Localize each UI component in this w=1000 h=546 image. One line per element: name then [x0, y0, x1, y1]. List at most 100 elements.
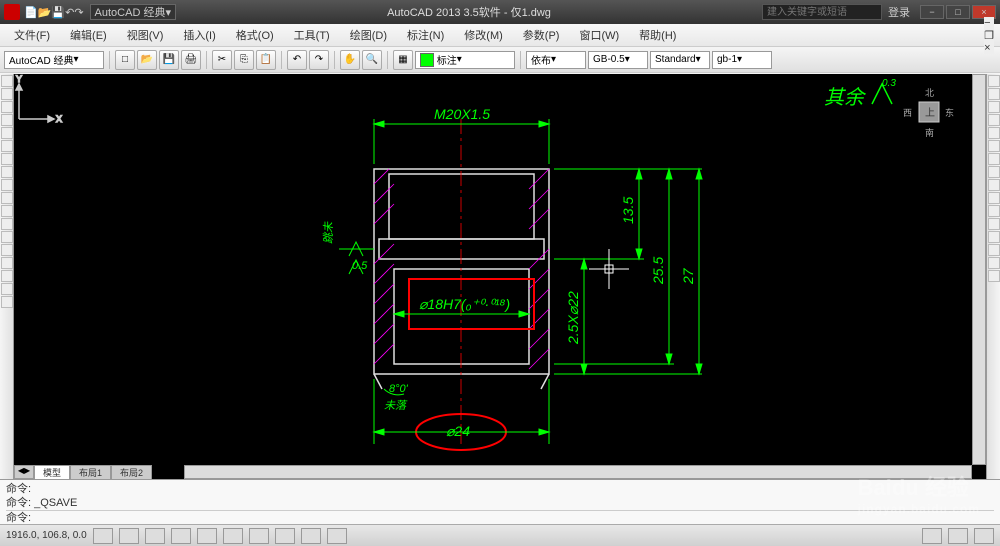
table-tool-icon[interactable] — [1, 244, 13, 256]
hatch-tool-icon[interactable] — [1, 179, 13, 191]
mdi-minimize-button[interactable]: − — [984, 17, 994, 29]
copy-icon[interactable]: ⎘ — [234, 50, 254, 70]
menu-format[interactable]: 格式(O) — [228, 25, 282, 45]
spline-tool-icon[interactable] — [1, 166, 13, 178]
textstyle-combo[interactable]: Standard ▾ — [650, 51, 710, 69]
circle-tool-icon[interactable] — [1, 101, 13, 113]
undo-icon[interactable]: ↶ — [287, 50, 307, 70]
dimstyle-combo[interactable]: gb-1 ▾ — [712, 51, 772, 69]
tab-layout1[interactable]: 布局1 — [70, 465, 111, 479]
menu-tools[interactable]: 工具(T) — [286, 25, 338, 45]
qat-save-icon[interactable]: 💾 — [51, 6, 65, 19]
xline-tool-icon[interactable] — [1, 283, 13, 295]
stretch-tool-icon[interactable] — [988, 218, 1000, 230]
menu-file[interactable]: 文件(F) — [6, 25, 58, 45]
tab-model[interactable]: 模型 — [34, 465, 70, 479]
layer-props-icon[interactable]: ▦ — [393, 50, 413, 70]
layer-combo[interactable]: 标注 ▾ — [415, 51, 515, 69]
snap-toggle[interactable] — [93, 528, 113, 544]
array-tool-icon[interactable] — [988, 205, 1000, 217]
copy-tool-icon[interactable] — [988, 88, 1000, 100]
plot-icon[interactable]: 🖨 — [181, 50, 201, 70]
arc-tool-icon[interactable] — [1, 114, 13, 126]
mirror-tool-icon[interactable] — [988, 127, 1000, 139]
qat-undo-icon[interactable]: ↶ — [65, 6, 74, 19]
menu-insert[interactable]: 插入(I) — [175, 25, 223, 45]
mline-tool-icon[interactable] — [1, 257, 13, 269]
otrack-toggle[interactable] — [223, 528, 243, 544]
fillet-tool-icon[interactable] — [988, 179, 1000, 191]
linetype-combo[interactable]: 依布 ▾ — [526, 51, 586, 69]
explode-tool-icon[interactable] — [988, 231, 1000, 243]
tab-layout2[interactable]: 布局2 — [111, 465, 152, 479]
vertical-scrollbar[interactable] — [972, 74, 986, 465]
menu-view[interactable]: 视图(V) — [119, 25, 172, 45]
menu-param[interactable]: 参数(P) — [515, 25, 568, 45]
command-window[interactable]: 命令: 命令: _QSAVE 命令: — [0, 479, 1000, 524]
minimize-button[interactable]: − — [920, 5, 944, 19]
grid-toggle[interactable] — [119, 528, 139, 544]
lwt-toggle[interactable] — [301, 528, 321, 544]
osnap-toggle[interactable] — [197, 528, 217, 544]
paste-icon[interactable]: 📋 — [256, 50, 276, 70]
save-icon[interactable]: 💾 — [159, 50, 179, 70]
region-tool-icon[interactable] — [1, 231, 13, 243]
menu-dim[interactable]: 标注(N) — [399, 25, 452, 45]
dyn-toggle[interactable] — [275, 528, 295, 544]
ray-tool-icon[interactable] — [1, 270, 13, 282]
help-search-input[interactable] — [762, 4, 882, 20]
scale-tool-icon[interactable] — [988, 114, 1000, 126]
rotate-tool-icon[interactable] — [988, 101, 1000, 113]
menu-help[interactable]: 帮助(H) — [631, 25, 684, 45]
ellipse-tool-icon[interactable] — [1, 153, 13, 165]
donut-tool-icon[interactable] — [1, 296, 13, 308]
login-link[interactable]: 登录 — [888, 4, 910, 20]
app-icon[interactable] — [4, 4, 20, 20]
chamfer-tool-icon[interactable] — [988, 192, 1000, 204]
mdi-close-button[interactable]: × — [984, 42, 994, 54]
erase-tool-icon[interactable] — [988, 244, 1000, 256]
polar-toggle[interactable] — [171, 528, 191, 544]
polygon-tool-icon[interactable] — [1, 140, 13, 152]
maximize-button[interactable]: □ — [946, 5, 970, 19]
drawing-area[interactable]: M20X1.5 ⌀24 ⌀18H7(₀⁺⁰·⁰¹⁸) 13.5 25.5 27 … — [14, 74, 986, 479]
qp-toggle[interactable] — [327, 528, 347, 544]
menu-modify[interactable]: 修改(M) — [456, 25, 511, 45]
pan-icon[interactable]: ✋ — [340, 50, 360, 70]
move-tool-icon[interactable] — [988, 75, 1000, 87]
qat-open-icon[interactable]: 📂 — [38, 6, 52, 19]
menu-draw[interactable]: 绘图(D) — [342, 25, 395, 45]
menu-edit[interactable]: 编辑(E) — [62, 25, 115, 45]
new-icon[interactable]: □ — [115, 50, 135, 70]
break-tool-icon[interactable] — [988, 257, 1000, 269]
redo-icon[interactable]: ↷ — [309, 50, 329, 70]
annoscale-toggle[interactable] — [948, 528, 968, 544]
offset-tool-icon[interactable] — [988, 140, 1000, 152]
qat-redo-icon[interactable]: ↷ — [74, 6, 83, 19]
ortho-toggle[interactable] — [145, 528, 165, 544]
menu-window[interactable]: 窗口(W) — [571, 25, 627, 45]
horizontal-scrollbar[interactable] — [184, 465, 972, 479]
workspace-toggle[interactable] — [974, 528, 994, 544]
text-tool-icon[interactable] — [1, 192, 13, 204]
cmd-input[interactable]: 命令: — [6, 510, 994, 525]
mdi-restore-button[interactable]: ❐ — [984, 29, 994, 42]
extend-tool-icon[interactable] — [988, 166, 1000, 178]
workspace-combo[interactable]: AutoCAD 经典 ▾ — [4, 51, 104, 69]
polyline-tool-icon[interactable] — [1, 88, 13, 100]
ducs-toggle[interactable] — [249, 528, 269, 544]
workspace-selector[interactable]: AutoCAD 经典 ▾ — [90, 4, 176, 20]
model-toggle[interactable] — [922, 528, 942, 544]
viewcube[interactable]: 上 北 南 西 东 — [901, 84, 956, 139]
zoom-icon[interactable]: 🔍 — [362, 50, 382, 70]
join-tool-icon[interactable] — [988, 270, 1000, 282]
block-tool-icon[interactable] — [1, 218, 13, 230]
rect-tool-icon[interactable] — [1, 127, 13, 139]
lineweight-combo[interactable]: GB-0.5 ▾ — [588, 51, 648, 69]
cut-icon[interactable]: ✂ — [212, 50, 232, 70]
open-icon[interactable]: 📂 — [137, 50, 157, 70]
trim-tool-icon[interactable] — [988, 153, 1000, 165]
line-tool-icon[interactable] — [1, 75, 13, 87]
point-tool-icon[interactable] — [1, 205, 13, 217]
qat-new-icon[interactable]: 📄 — [24, 6, 38, 19]
